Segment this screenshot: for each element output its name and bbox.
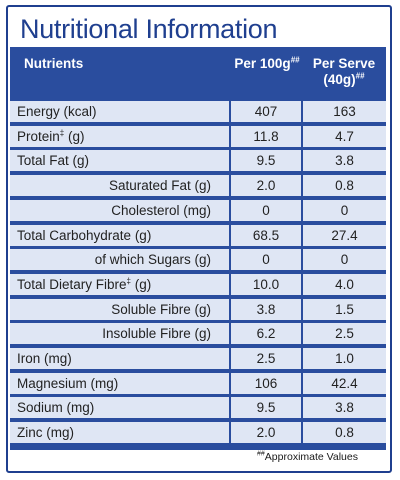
nutrient-label: Cholesterol (mg) bbox=[111, 202, 211, 218]
nutrient-name: Cholesterol (mg) bbox=[10, 199, 229, 221]
value-per-100g: 10.0 bbox=[231, 273, 301, 295]
table-row: Total Carbohydrate (g) 68.5 27.4 bbox=[10, 224, 386, 246]
page-title: Nutritional Information bbox=[20, 14, 278, 44]
table-row: of which Sugars (g) 0 0 bbox=[10, 248, 386, 271]
value-per-serve: 163 bbox=[303, 101, 386, 122]
nutrient-unit: (g) bbox=[64, 128, 85, 144]
nutrient-name: Saturated Fat (g) bbox=[10, 175, 229, 197]
table-header: Nutrients Per 100g## Per Serve (40g)## bbox=[10, 52, 386, 100]
footnote-mark: ## bbox=[257, 450, 265, 458]
value-per-serve: 1.0 bbox=[303, 348, 386, 369]
nutrient-label: Protein bbox=[17, 128, 60, 144]
table-row: Cholesterol (mg) 0 0 bbox=[10, 199, 386, 221]
header-per-serve: Per Serve (40g)## bbox=[302, 56, 386, 88]
value-per-serve: 4.0 bbox=[303, 273, 386, 295]
header-per-100g-mark: ## bbox=[290, 55, 300, 65]
nutrient-name: Soluble Fibre (g) bbox=[10, 298, 229, 320]
value-per-100g: 6.2 bbox=[231, 323, 301, 345]
table-row: Magnesium (mg) 106 42.4 bbox=[10, 372, 386, 394]
header-per-100g: Per 100g## bbox=[231, 56, 303, 71]
value-per-100g: 3.8 bbox=[231, 298, 301, 320]
value-per-100g: 9.5 bbox=[231, 397, 301, 419]
table-row: Protein‡ (g) 11.8 4.7 bbox=[10, 125, 386, 147]
table-row: Soluble Fibre (g) 3.8 1.5 bbox=[10, 298, 386, 320]
value-per-serve: 3.8 bbox=[303, 150, 386, 172]
value-per-100g: 2.0 bbox=[231, 175, 301, 197]
value-per-serve: 2.5 bbox=[303, 323, 386, 345]
nutrient-unit: (g) bbox=[131, 276, 152, 292]
value-per-100g: 2.5 bbox=[231, 348, 301, 369]
nutrient-label: Sodium (mg) bbox=[17, 400, 95, 416]
value-per-100g: 0 bbox=[231, 249, 301, 271]
nutrient-name: of which Sugars (g) bbox=[10, 249, 229, 271]
table-row: Iron (mg) 2.5 1.0 bbox=[10, 347, 386, 369]
value-per-100g: 0 bbox=[231, 199, 301, 221]
value-per-serve: 4.7 bbox=[303, 125, 386, 147]
value-per-serve: 42.4 bbox=[303, 372, 386, 394]
value-per-serve: 3.8 bbox=[303, 397, 386, 419]
header-per-serve-mark: ## bbox=[355, 71, 365, 81]
nutrient-label: Total Carbohydrate (g) bbox=[17, 227, 152, 243]
footnote-text: Approximate Values bbox=[264, 451, 358, 463]
table-row: Saturated Fat (g) 2.0 0.8 bbox=[10, 174, 386, 197]
nutrient-table: Energy (kcal) 407 163 Protein‡ (g) 11.8 4.7 To… bbox=[10, 100, 386, 450]
nutrient-label: Total Fat (g) bbox=[17, 153, 90, 169]
header-per-serve-label: Per Serve bbox=[312, 56, 376, 71]
nutrient-label: Saturated Fat (g) bbox=[108, 178, 211, 194]
nutrient-label: Soluble Fibre (g) bbox=[111, 301, 211, 317]
table-row: Insoluble Fibre (g) 6.2 2.5 bbox=[10, 322, 386, 345]
value-per-serve: 0 bbox=[303, 249, 386, 271]
nutrient-footnote-mark: ‡ bbox=[126, 276, 131, 286]
nutrient-name: Total Carbohydrate (g) bbox=[10, 224, 229, 246]
header-per-serve-size: (40g)## bbox=[302, 72, 386, 88]
nutrient-footnote-mark: ‡ bbox=[59, 128, 65, 138]
table-row: Energy (kcal) 407 163 bbox=[10, 100, 386, 122]
nutrient-name: Sodium (mg) bbox=[10, 397, 229, 419]
nutrient-label: Zinc (mg) bbox=[17, 425, 74, 441]
value-per-100g: 2.0 bbox=[231, 422, 301, 444]
value-per-100g: 68.5 bbox=[231, 224, 301, 246]
nutrient-label: Energy (kcal) bbox=[17, 104, 97, 119]
nutrient-name: Energy (kcal) bbox=[10, 101, 229, 122]
nutrient-label: Insoluble Fibre (g) bbox=[102, 326, 211, 342]
nutrient-name: Iron (mg) bbox=[10, 348, 229, 369]
footnote: ##Approximate Values bbox=[257, 450, 358, 464]
table-row: Zinc (mg) 2.0 0.8 bbox=[10, 421, 386, 444]
table-row: Total Dietary Fibre‡ (g) 10.0 4.0 bbox=[10, 273, 386, 295]
nutrient-label: Total Dietary Fibre bbox=[17, 276, 127, 292]
nutrient-label: Magnesium (mg) bbox=[17, 375, 119, 391]
value-per-serve: 0 bbox=[303, 199, 386, 221]
value-per-serve: 0.8 bbox=[303, 175, 386, 197]
nutrient-name: Zinc (mg) bbox=[10, 422, 229, 444]
value-per-serve: 1.5 bbox=[303, 298, 386, 320]
value-per-100g: 11.8 bbox=[231, 125, 301, 147]
header-nutrients: Nutrients bbox=[24, 56, 84, 71]
value-per-serve: 27.4 bbox=[303, 224, 386, 246]
nutrient-label: Iron (mg) bbox=[17, 351, 72, 366]
value-per-100g: 106 bbox=[231, 372, 301, 394]
nutrient-name: Total Fat (g) bbox=[10, 150, 229, 172]
nutrient-name: Protein‡ (g) bbox=[10, 125, 229, 147]
nutrient-name: Insoluble Fibre (g) bbox=[10, 323, 229, 345]
nutrient-label: of which Sugars (g) bbox=[94, 252, 211, 268]
title-divider bbox=[10, 47, 386, 52]
value-per-serve: 0.8 bbox=[303, 422, 386, 444]
nutrient-name: Total Dietary Fibre‡ (g) bbox=[10, 273, 229, 295]
header-per-serve-amount: (40g) bbox=[323, 72, 356, 87]
nutrient-name: Magnesium (mg) bbox=[10, 372, 229, 394]
header-per-100g-label: Per 100g bbox=[234, 56, 291, 71]
value-per-100g: 9.5 bbox=[231, 150, 301, 172]
table-row: Sodium (mg) 9.5 3.8 bbox=[10, 396, 386, 419]
value-per-100g: 407 bbox=[231, 101, 301, 122]
table-row: Total Fat (g) 9.5 3.8 bbox=[10, 149, 386, 172]
